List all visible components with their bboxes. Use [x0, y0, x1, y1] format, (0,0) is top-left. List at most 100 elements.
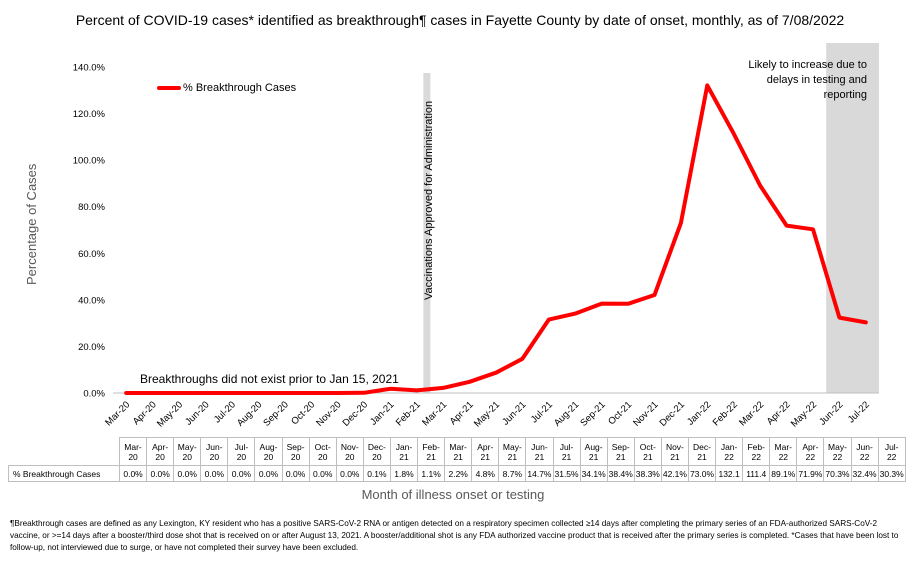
x-tick-label: May-22: [789, 399, 819, 429]
data-table-month: May- 20: [173, 437, 202, 466]
data-table-month-year: 20: [182, 451, 192, 462]
data-table-month: Mar- 21: [444, 437, 473, 466]
data-table-month-name: Jun-: [531, 441, 548, 452]
x-tick-label: Sep-20: [261, 399, 290, 428]
data-table-month: Feb- 21: [417, 437, 446, 466]
pre-breakthrough-annotation: Breakthroughs did not exist prior to Jan…: [140, 372, 399, 386]
data-table-month-name: Mar-: [124, 441, 142, 452]
data-table-month-name: Oct-: [639, 441, 656, 452]
data-table-value: 1.8%: [389, 465, 419, 482]
data-table-month-name: May-: [828, 441, 847, 452]
legend-swatch: [157, 86, 181, 90]
y-axis-label: Percentage of Cases: [24, 163, 39, 285]
data-table-month-year: 20: [209, 451, 220, 462]
x-tick-label: May-21: [472, 399, 502, 429]
data-table-month-name: Apr-: [477, 441, 494, 452]
data-table-month-year: 20: [155, 451, 165, 462]
data-table-month-year: 21: [588, 451, 599, 462]
data-table: Mar- 20 Apr- 20 May- 20 Jun- 20 Jul- 20 Aug- 20 Sep-…: [8, 437, 906, 482]
data-table-month-year: 22: [886, 451, 897, 462]
series-line-breakthrough: [124, 83, 868, 395]
data-table-month-year: 21: [643, 451, 653, 462]
data-table-value: 0.0%: [335, 465, 364, 482]
data-table-month: Apr- 22: [796, 437, 825, 466]
data-table-value: 8.7%: [498, 465, 527, 482]
data-table-month-year: 20: [345, 451, 355, 462]
data-table-month-name: Sep-: [611, 441, 630, 452]
data-table-value: 14.7%: [525, 465, 554, 482]
data-table-month-name: Feb-: [747, 441, 765, 452]
data-table-month-name: Nov-: [340, 441, 359, 452]
data-table-month-name: Jan-: [720, 441, 738, 452]
data-table-month-year: 20: [290, 451, 301, 462]
footnote: ¶Breakthrough cases are defined as any L…: [10, 519, 899, 552]
data-table-month: Jan- 22: [715, 437, 744, 466]
data-table-month-name: Aug-: [584, 441, 603, 452]
x-tick-label: Apr-22: [765, 399, 793, 427]
data-table-month-year: 22: [832, 451, 843, 462]
data-table-month: Oct- 20: [308, 437, 337, 466]
data-table-month-name: Jul-: [559, 441, 574, 452]
data-table-month-year: 21: [534, 451, 545, 462]
data-table-month: Feb- 22: [742, 437, 771, 466]
y-tick-label: 0.0%: [83, 389, 105, 400]
data-table-value: 0.0%: [118, 465, 148, 482]
y-tick-label: 80.0%: [78, 202, 105, 213]
data-table-month: Mar- 22: [769, 437, 798, 466]
data-table-month-year: 21: [507, 451, 518, 462]
data-table-value: 0.0%: [254, 465, 283, 482]
data-table-month-name: Mar-: [449, 441, 467, 452]
data-table-value: 0.0%: [308, 465, 337, 482]
data-table-month-name: Dec-: [693, 441, 711, 452]
y-tick-label: 120.0%: [73, 109, 106, 120]
x-tick-label: May-20: [155, 399, 185, 429]
data-table-value: 70.3%: [823, 465, 852, 482]
x-tick-label: Sep-21: [578, 399, 607, 428]
data-table-value: 30.3%: [877, 465, 906, 482]
x-tick-label: Dec-21: [658, 399, 687, 428]
x-tick-label: Feb-21: [394, 399, 423, 428]
data-table-value: 4.8%: [471, 465, 500, 482]
y-tick-label: 40.0%: [78, 295, 105, 306]
data-table-value-row: % Breakthrough Cases 0.0% 0.0% 0.0% 0.0% 0.0…: [8, 465, 906, 482]
data-table-month-year: 21: [480, 451, 490, 462]
data-table-month: Apr- 21: [471, 437, 500, 466]
data-table-month: Jun- 20: [200, 437, 229, 466]
data-table-month: Aug- 21: [579, 437, 608, 466]
x-tick-label: Apr-20: [131, 399, 159, 427]
data-table-row-label: % Breakthrough Cases: [8, 465, 120, 482]
x-tick-label: Jun-20: [183, 399, 211, 427]
data-table-value: 0.0%: [227, 465, 256, 482]
x-tick-label: Apr-21: [448, 399, 476, 427]
data-table-value: 0.0%: [146, 465, 175, 482]
x-tick-label: Nov-21: [631, 399, 660, 428]
data-table-header-row: Mar- 20 Apr- 20 May- 20 Jun- 20 Jul- 20 Aug- 20 Sep-…: [8, 437, 906, 466]
data-table-value: 71.9%: [796, 465, 825, 482]
data-table-month-year: 21: [616, 451, 626, 462]
incomplete-data-shade: [826, 43, 879, 393]
data-table-month-name: Jun-: [856, 441, 873, 452]
data-table-month-name: Jul-: [234, 441, 249, 452]
legend-label: % Breakthrough Cases: [183, 82, 297, 94]
data-table-month: Mar- 20: [118, 437, 148, 466]
x-tick-label: Feb-22: [711, 399, 740, 428]
x-tick-label: Dec-20: [341, 399, 370, 428]
data-table-month-name: Jan-: [395, 441, 413, 452]
data-table-month: Sep- 21: [606, 437, 635, 466]
data-table-month-name: Sep-: [286, 441, 305, 452]
data-table-month-year: 22: [859, 451, 870, 462]
data-table-value: 0.0%: [200, 465, 229, 482]
data-table-value: 38.3%: [633, 465, 662, 482]
y-tick-label: 100.0%: [73, 156, 106, 167]
data-table-month-name: May-: [502, 441, 522, 452]
data-table-month-name: Jul-: [884, 441, 899, 452]
data-table-month-year: 20: [317, 451, 328, 462]
x-tick-label: Jan-22: [685, 399, 713, 427]
data-table-month-year: 20: [236, 451, 247, 462]
x-tick-label: Jul-22: [846, 399, 872, 425]
x-tick-label: Aug-21: [552, 399, 581, 428]
legend: % Breakthrough Cases: [157, 82, 296, 94]
x-axis-label: Month of illness onset or testing: [361, 487, 545, 502]
data-table-value: 42.1%: [660, 465, 689, 482]
